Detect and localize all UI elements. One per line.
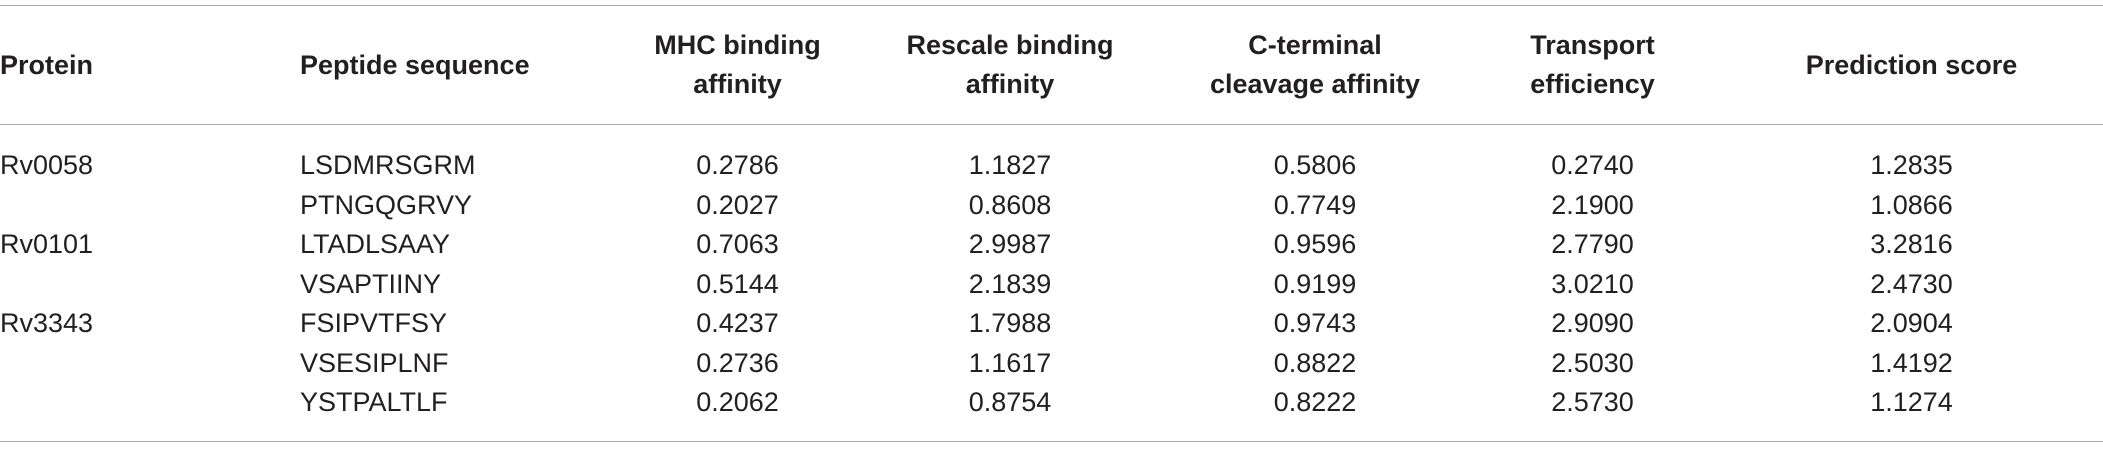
cell-transport: 2.1900: [1551, 189, 1634, 220]
cell-prediction: 2.0904: [1870, 308, 1953, 338]
header-line: affinity: [965, 69, 1055, 99]
cell-mhc-binding: 0.2736: [696, 347, 779, 378]
cell-cleavage: 0.9199: [1273, 268, 1357, 299]
header-line: affinity: [693, 69, 782, 99]
cell-peptide: VSAPTIINY: [300, 268, 442, 299]
cell-cleavage: 0.8822: [1273, 347, 1357, 378]
table-row: YSTPALTLF 0.2062 0.8754 0.8222 2.5730 1.…: [0, 383, 2103, 423]
cell-prediction: 3.2816: [1870, 229, 1953, 259]
cell-peptide: LSDMRSGRM: [300, 150, 476, 180]
cell-rescale-binding: 1.1827: [968, 150, 1052, 180]
cell-protein: [0, 383, 300, 423]
cell-cleavage: 0.7749: [1273, 189, 1357, 220]
header-row: Protein Peptide sequence MHC binding aff…: [0, 6, 2103, 124]
table-row: VSESIPLNF 0.2736 1.1617 0.8822 2.5030 1.…: [0, 344, 2103, 384]
table-row: VSAPTIINY 0.5144 2.1839 0.9199 3.0210 2.…: [0, 265, 2103, 305]
header-peptide-sequence: Peptide sequence: [300, 6, 620, 124]
cell-mhc-binding: 0.4237: [696, 308, 779, 338]
header-line: C-terminal: [1248, 30, 1382, 60]
cell-peptide: LTADLSAAY: [300, 229, 451, 259]
header-prediction-score: Prediction score: [1720, 6, 2103, 124]
cell-cleavage: 0.8222: [1273, 387, 1357, 417]
cell-cleavage: 0.9743: [1273, 308, 1357, 338]
cell-mhc-binding: 0.2786: [696, 150, 779, 180]
table-header: Protein Peptide sequence MHC binding aff…: [0, 6, 2103, 124]
cell-protein: Rv3343: [0, 308, 94, 338]
header-line: Protein: [0, 49, 94, 80]
cell-mhc-binding: 0.2062: [696, 387, 779, 417]
cell-transport: 2.9090: [1551, 308, 1634, 338]
cell-mhc-binding: 0.2027: [696, 189, 779, 220]
cell-cleavage: 0.9596: [1273, 229, 1357, 259]
cell-prediction: 2.4730: [1870, 268, 1953, 299]
cell-prediction: 1.1274: [1870, 387, 1953, 417]
cell-rescale-binding: 2.1839: [968, 268, 1052, 299]
header-transport-efficiency: Transport efficiency: [1465, 6, 1720, 124]
cell-transport: 2.7790: [1551, 229, 1634, 259]
peptide-prediction-table: Protein Peptide sequence MHC binding aff…: [0, 6, 2103, 423]
cell-protein: Rv0101: [0, 229, 94, 259]
table-row: Rv0101 LTADLSAAY 0.7063 2.9987 0.9596 2.…: [0, 225, 2103, 265]
cell-peptide: PTNGQGRVY: [300, 189, 473, 220]
top-rule: [0, 5, 2103, 6]
cell-rescale-binding: 0.8608: [968, 189, 1052, 220]
cell-peptide: FSIPVTFSY: [300, 308, 448, 338]
table-row: PTNGQGRVY 0.2027 0.8608 0.7749 2.1900 1.…: [0, 186, 2103, 226]
header-line: cleavage affinity: [1209, 69, 1421, 99]
table-body: Rv0058 LSDMRSGRM 0.2786 1.1827 0.5806 0.…: [0, 124, 2103, 423]
cell-protein: Rv0058: [0, 150, 94, 180]
cell-peptide: VSESIPLNF: [300, 347, 449, 378]
table-row: Rv3343 FSIPVTFSY 0.4237 1.7988 0.9743 2.…: [0, 304, 2103, 344]
cell-protein: [0, 186, 300, 226]
header-c-terminal-cleavage-affinity: C-terminal cleavage affinity: [1165, 6, 1465, 124]
cell-rescale-binding: 1.1617: [968, 347, 1052, 378]
cell-prediction: 1.4192: [1870, 347, 1953, 378]
cell-transport: 0.2740: [1551, 150, 1634, 180]
header-line: Transport: [1530, 30, 1655, 60]
cell-protein: [0, 265, 300, 305]
header-mhc-binding-affinity: MHC binding affinity: [620, 6, 855, 124]
header-line: Prediction score: [1805, 49, 2018, 80]
header-rescale-binding-affinity: Rescale binding affinity: [855, 6, 1165, 124]
header-protein: Protein: [0, 6, 300, 124]
header-line: Peptide sequence: [300, 49, 530, 80]
cell-rescale-binding: 2.9987: [968, 229, 1052, 259]
cell-prediction: 1.0866: [1870, 189, 1953, 220]
bottom-rule: [0, 441, 2103, 442]
cell-transport: 2.5730: [1551, 387, 1634, 417]
header-line: Rescale binding: [906, 30, 1114, 60]
cell-transport: 2.5030: [1551, 347, 1634, 378]
cell-protein: [0, 344, 300, 384]
cell-rescale-binding: 1.7988: [968, 308, 1052, 338]
header-line: MHC binding: [654, 30, 821, 60]
cell-prediction: 1.2835: [1870, 150, 1953, 180]
table-row: Rv0058 LSDMRSGRM 0.2786 1.1827 0.5806 0.…: [0, 124, 2103, 186]
cell-rescale-binding: 0.8754: [968, 387, 1052, 417]
cell-peptide: YSTPALTLF: [300, 387, 448, 417]
cell-transport: 3.0210: [1551, 268, 1634, 299]
cell-cleavage: 0.5806: [1273, 150, 1357, 180]
header-line: efficiency: [1530, 69, 1655, 99]
header-rule: [0, 124, 2103, 125]
cell-mhc-binding: 0.5144: [696, 268, 779, 299]
cell-mhc-binding: 0.7063: [696, 229, 779, 259]
